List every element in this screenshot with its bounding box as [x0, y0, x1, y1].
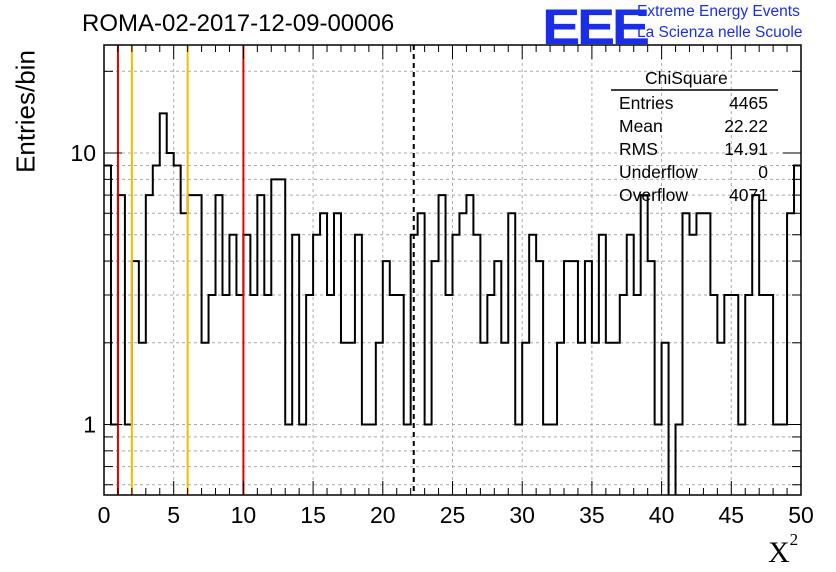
- x-tick-label: 45: [719, 502, 745, 528]
- reference-lines-layer: [116, 45, 415, 495]
- histogram-steps: [104, 112, 801, 495]
- histogram-layer: [104, 112, 801, 495]
- x-tick-label: 25: [440, 502, 466, 528]
- x-tick-label: 40: [649, 502, 675, 528]
- y-tick-label: 1: [83, 412, 96, 438]
- y-axis-label: Entries/bin: [10, 50, 41, 173]
- x-tick-label: 15: [300, 502, 326, 528]
- axis-layer: [103, 44, 802, 496]
- stats-entries-label: Entries: [619, 93, 674, 113]
- plot-title: ROMA-02-2017-12-09-00006: [82, 10, 395, 37]
- logo-subtitle-line1: Extreme Energy Events: [637, 3, 800, 20]
- stats-rms-label: RMS: [619, 139, 658, 159]
- stats-mean-value: 22.22: [724, 116, 768, 136]
- x-tick-label: 30: [509, 502, 535, 528]
- x-axis-label: X2: [768, 530, 798, 570]
- stats-underflow-label: Underflow: [619, 162, 698, 182]
- stats-title: ChiSquare: [645, 68, 728, 88]
- stats-overflow-value: 4071: [729, 185, 768, 205]
- eee-logo: EEE: [542, 0, 650, 55]
- x-tick-label: 20: [370, 502, 396, 528]
- stats-mean-label: Mean: [619, 116, 663, 136]
- x-tick-label: 5: [167, 502, 180, 528]
- stats-overflow-label: Overflow: [619, 185, 689, 205]
- x-tick-label: 10: [231, 502, 257, 528]
- stats-underflow-value: 0: [758, 162, 768, 182]
- x-tick-label: 50: [788, 502, 814, 528]
- logo-subtitle-line2: La Scienza nelle Scuole: [637, 24, 803, 41]
- stats-rms-value: 14.91: [724, 139, 768, 159]
- x-axis-label-sup: 2: [789, 530, 799, 549]
- x-tick-label: 0: [98, 502, 111, 528]
- x-axis-label-base: X: [768, 536, 790, 569]
- y-tick-label: 10: [70, 140, 96, 166]
- x-tick-label: 35: [579, 502, 605, 528]
- tick-label-layer: 0 5 10 15 20 25 30 35 40 45 50 1 10: [70, 140, 813, 528]
- stats-entries-value: 4465: [729, 93, 768, 113]
